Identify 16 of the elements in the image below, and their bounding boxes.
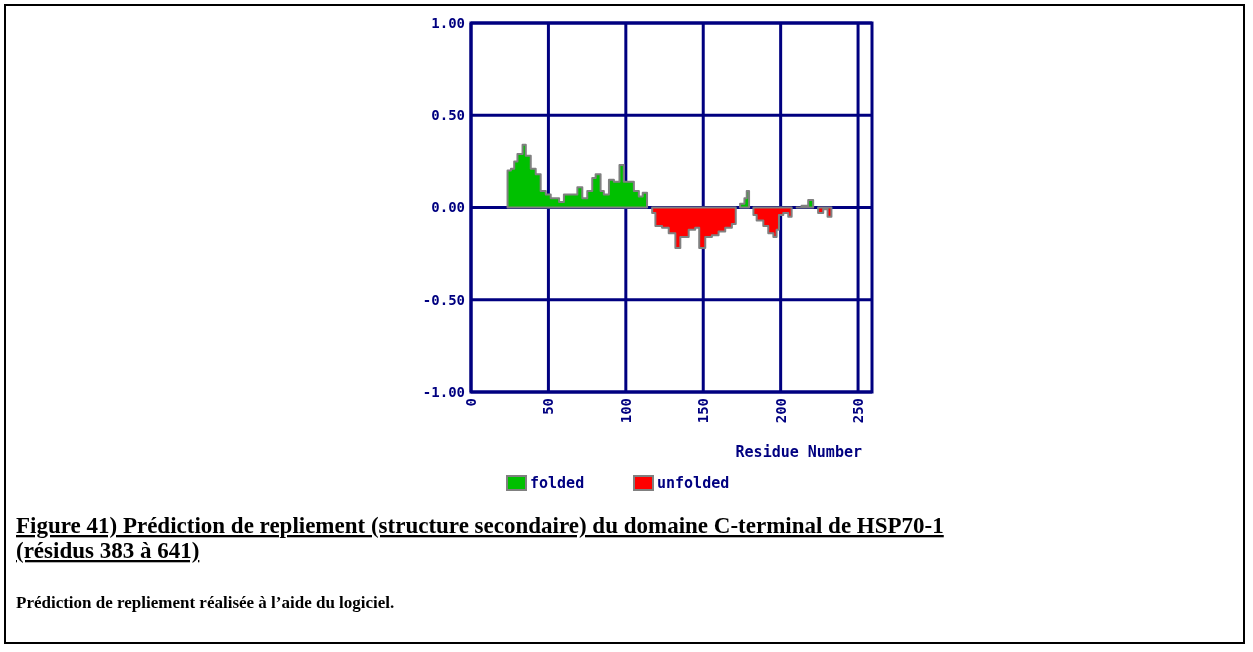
x-tick-label: 250 [849, 398, 866, 424]
y-tick-label: -0.50 [422, 291, 465, 308]
x-tick-label: 0 [462, 398, 479, 407]
text: Figure 41) Prédiction de repliement (structure secondaire) du domaine C-terminal de HSP70-1 (résidus 383 à 641) [16, 513, 944, 563]
x-tick-label: 200 [772, 398, 789, 424]
y-tick-label: -1.00 [422, 383, 465, 400]
y-tick-label: 1.00 [431, 14, 465, 31]
legend-label: unfolded [657, 474, 730, 492]
legend-label: folded [530, 474, 585, 492]
x-tick-label: 150 [695, 398, 712, 424]
text: Prédiction de repliement réalisée à l’aide du logiciel. [16, 593, 395, 612]
x-axis-title: Residue Number [735, 443, 862, 461]
x-tick-label: 100 [617, 398, 634, 424]
y-tick-label: 0.00 [431, 199, 465, 216]
y-tick-label: 0.50 [431, 107, 465, 124]
x-tick-label: 50 [540, 398, 557, 415]
